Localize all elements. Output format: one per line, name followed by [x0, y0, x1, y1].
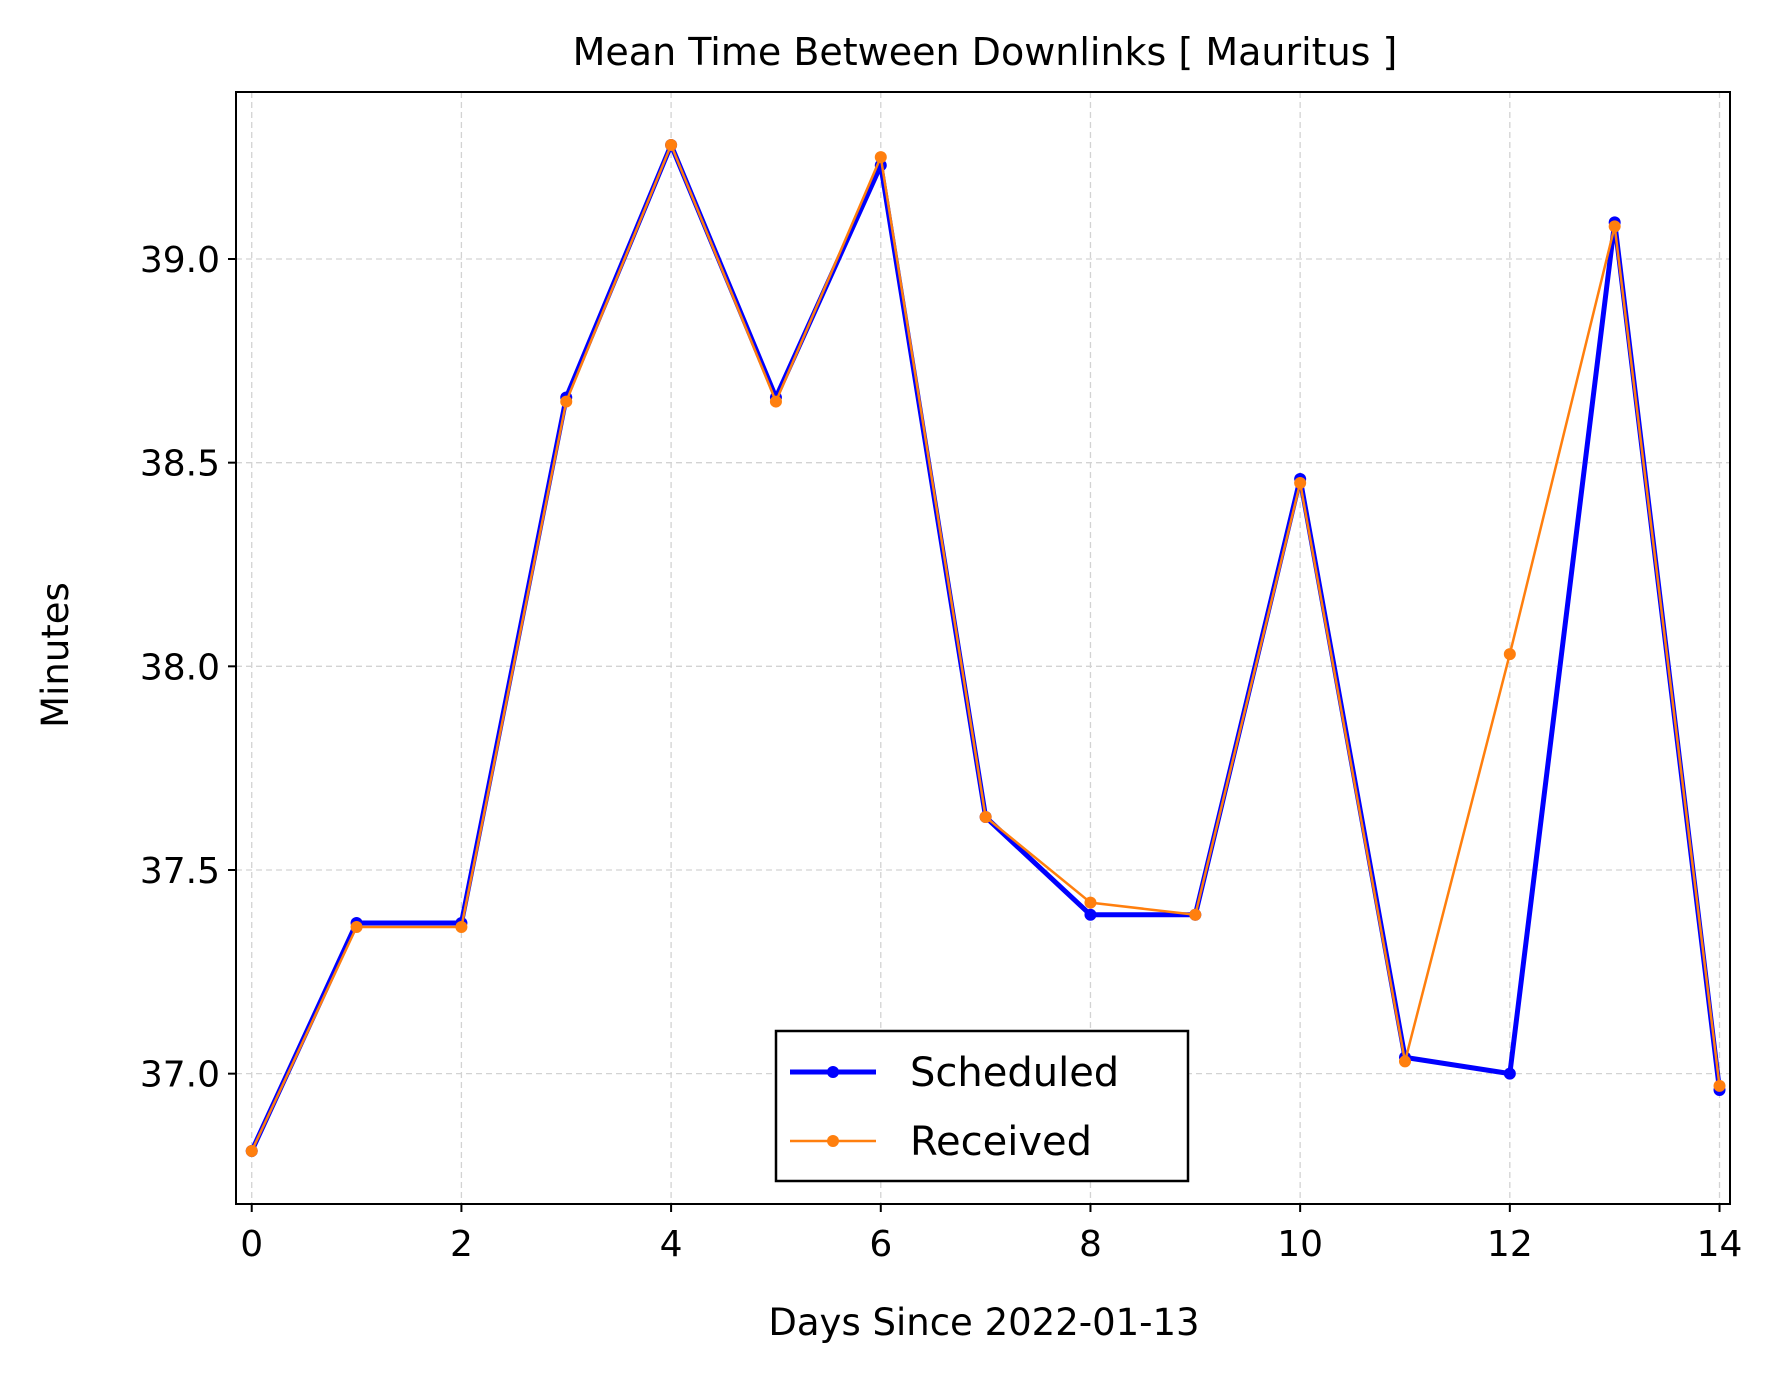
y-axis-ticks: 37.0 37.5 38.0 38.5 39.0 [140, 240, 236, 1096]
legend-label-received: Received [910, 1119, 1092, 1165]
y-axis-label: Minutes [34, 582, 77, 728]
x-tick-label: 0 [240, 1224, 263, 1265]
data-point-received [1084, 896, 1097, 909]
data-point-received [1189, 908, 1202, 921]
x-tick-label: 8 [1079, 1224, 1102, 1265]
x-tick-label: 12 [1487, 1224, 1533, 1265]
data-point-received [874, 151, 887, 164]
legend-marker-received [827, 1135, 839, 1147]
data-point-received [455, 921, 468, 934]
grid [236, 92, 1730, 1204]
data-point-received [979, 811, 992, 824]
series-layer [245, 138, 1726, 1158]
legend-label-scheduled: Scheduled [910, 1050, 1119, 1096]
legend-box [774, 1029, 1190, 1183]
x-axis-ticks: 0 2 4 6 8 10 12 14 [240, 1204, 1742, 1265]
data-point-received [1608, 220, 1621, 233]
data-point-received [665, 138, 678, 151]
data-point-scheduled [1503, 1067, 1516, 1080]
x-tick-label: 14 [1697, 1224, 1743, 1265]
data-point-received [1503, 648, 1516, 661]
x-tick-label: 4 [660, 1224, 683, 1265]
y-tick-label: 39.0 [140, 240, 220, 281]
data-point-received [769, 395, 782, 408]
x-axis-label: Days Since 2022-01-13 [768, 1301, 1199, 1344]
data-point-received [350, 921, 363, 934]
x-tick-label: 2 [450, 1224, 473, 1265]
x-tick-label: 6 [869, 1224, 892, 1265]
data-point-received [1294, 477, 1307, 490]
y-tick-label: 37.5 [140, 851, 220, 892]
y-tick-label: 38.0 [140, 647, 220, 688]
y-tick-label: 38.5 [140, 444, 220, 485]
chart-title: Mean Time Between Downlinks [ Mauritus ] [573, 30, 1398, 74]
data-point-received [245, 1145, 258, 1158]
legend-marker-scheduled [827, 1066, 839, 1078]
data-point-received [1713, 1079, 1726, 1092]
data-point-received [560, 395, 573, 408]
x-tick-label: 10 [1277, 1224, 1323, 1265]
y-tick-label: 37.0 [140, 1055, 220, 1096]
data-point-scheduled [1084, 908, 1097, 921]
plot-frame [235, 91, 1731, 1205]
data-point-received [1398, 1055, 1411, 1068]
legend: Scheduled Received [774, 1029, 1190, 1183]
